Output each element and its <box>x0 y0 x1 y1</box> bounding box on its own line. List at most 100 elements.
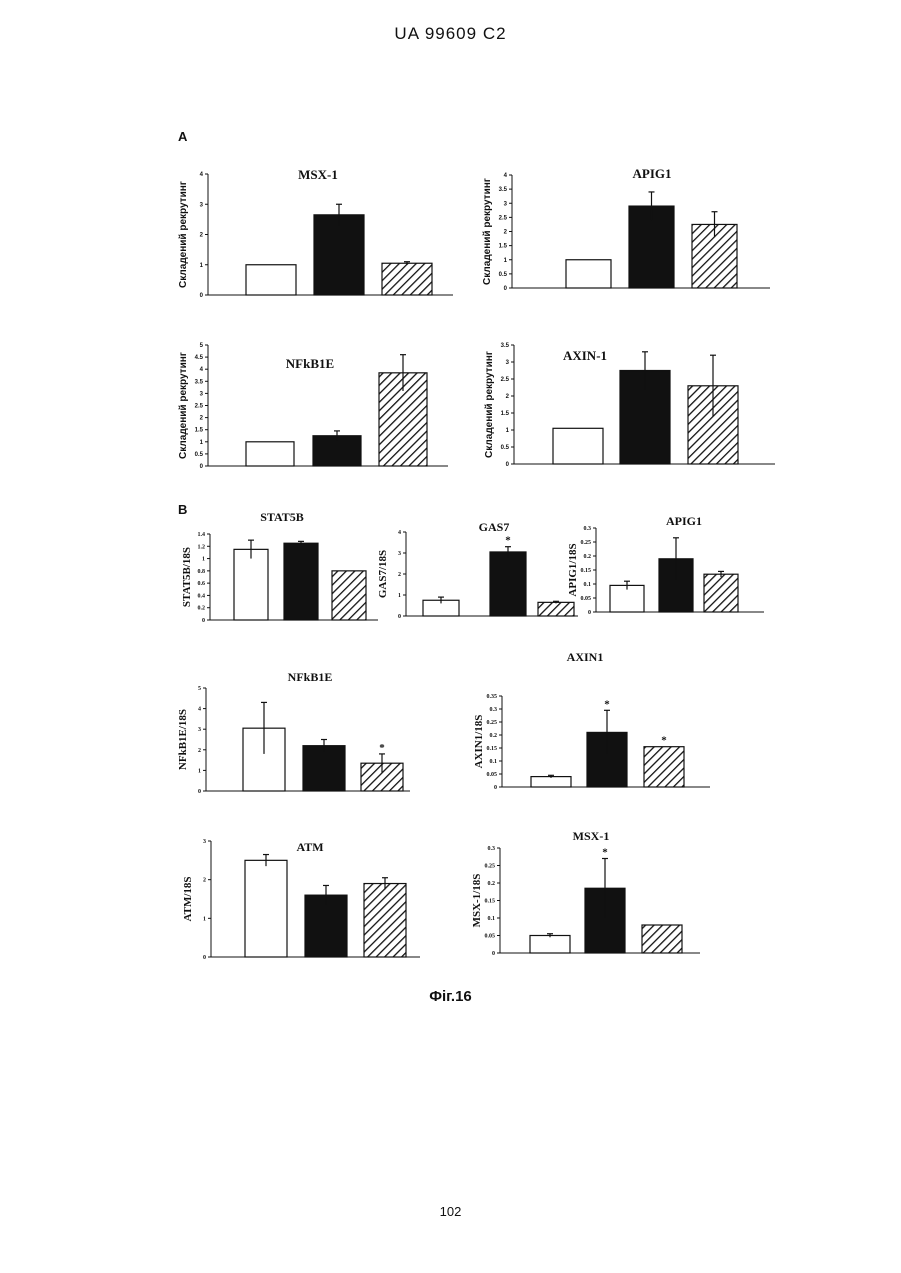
bar-hatched <box>382 263 432 295</box>
bar-open <box>566 260 611 288</box>
bar-hatched <box>364 884 406 957</box>
bar-open <box>234 549 268 620</box>
chart-title: NFkB1E <box>288 670 333 684</box>
bar-open <box>531 777 571 787</box>
y-tick-label: 0.25 <box>485 864 496 870</box>
y-tick-label: 3.5 <box>501 343 510 349</box>
y-tick-label: 2 <box>198 748 201 754</box>
y-tick-label: 3 <box>200 391 204 397</box>
chart-0: 0 1 2 3 4 MSX-1 Складений рекрутинг <box>178 167 453 299</box>
figure-caption: Фіг.16 <box>0 988 901 1005</box>
y-tick-label: 0 <box>504 286 508 292</box>
y-axis-label: Складений рекрутинг <box>178 352 189 459</box>
y-tick-label: 1.5 <box>195 428 204 434</box>
y-tick-label: 0.4 <box>198 593 206 599</box>
y-tick-label: 2 <box>203 878 206 884</box>
y-tick-label: 0.1 <box>488 916 496 922</box>
chart-1: 00.511.522.533.54APIG1Складений рекрутин… <box>482 166 770 292</box>
y-tick-label: 4 <box>200 172 204 178</box>
bar-open <box>530 936 570 954</box>
y-tick-label: 4 <box>398 530 401 536</box>
y-tick-label: 0 <box>588 610 591 616</box>
y-axis-label: STAT5B/18S <box>181 547 193 607</box>
chart-title: AXIN-1 <box>563 348 607 363</box>
y-tick-label: 1 <box>198 768 201 774</box>
y-tick-label: 0 <box>506 462 510 468</box>
y-axis-label: Складений рекрутинг <box>178 181 189 288</box>
chart-8: 00.050.10.150.20.250.30.35AXIN1AXIN1/18S… <box>473 650 710 791</box>
y-axis-label: AXIN1/18S <box>473 715 485 769</box>
chart-3: 00.511.522.533.5AXIN-1Складений рекрутин… <box>484 343 775 468</box>
y-tick-label: 0.5 <box>501 445 510 451</box>
bar-filled <box>314 215 364 295</box>
y-tick-label: 0.3 <box>488 846 496 852</box>
y-tick-label: 0 <box>398 614 401 620</box>
y-tick-label: 0.15 <box>485 899 496 905</box>
chart-title: MSX-1 <box>298 167 338 182</box>
significance-star: * <box>661 735 667 747</box>
y-tick-label: 2.5 <box>195 404 204 410</box>
y-tick-label: 2 <box>200 233 204 239</box>
chart-title: STAT5B <box>260 510 304 524</box>
y-tick-label: 1 <box>203 916 206 922</box>
y-tick-label: 0.05 <box>485 934 496 940</box>
y-tick-label: 3 <box>504 201 508 207</box>
y-tick-label: 0 <box>200 464 204 470</box>
y-tick-label: 3 <box>198 727 201 733</box>
y-tick-label: 3 <box>398 551 401 557</box>
y-axis-label: APIG1/18S <box>567 543 579 596</box>
y-axis-label: ATM/18S <box>182 876 194 921</box>
page-number: 102 <box>0 1204 901 1219</box>
y-tick-label: 1 <box>202 557 205 563</box>
chart-title: NFkB1E <box>286 356 334 371</box>
bar-hatched <box>644 747 684 787</box>
y-tick-label: 1 <box>504 258 508 264</box>
y-tick-label: 3 <box>203 839 206 845</box>
y-tick-label: 0 <box>200 293 204 299</box>
bar-open <box>553 428 603 464</box>
chart-7: 012345NFkB1ENFkB1E/18S* <box>177 670 410 795</box>
y-tick-label: 0.05 <box>487 772 498 778</box>
y-tick-label: 1 <box>200 263 204 269</box>
y-axis-label: NFkB1E/18S <box>177 709 189 770</box>
y-tick-label: 1.2 <box>198 544 206 550</box>
y-tick-label: 0.1 <box>584 582 592 588</box>
y-tick-label: 0.15 <box>581 568 592 574</box>
y-tick-label: 0.6 <box>198 581 206 587</box>
y-tick-label: 0.3 <box>584 526 592 532</box>
chart-9: 0123ATMATM/18S <box>182 839 420 961</box>
y-tick-label: 4 <box>200 367 204 373</box>
y-axis-label: Складений рекрутинг <box>484 351 495 458</box>
y-tick-label: 0 <box>198 789 201 795</box>
y-axis-label: GAS7/18S <box>377 550 389 598</box>
bar-hatched <box>642 925 682 953</box>
y-tick-label: 3 <box>506 360 510 366</box>
bar-filled <box>490 552 526 616</box>
y-tick-label: 3 <box>200 202 204 208</box>
chart-2: 00.511.522.533.544.55NFkB1EСкладений рек… <box>178 343 448 470</box>
y-tick-label: 4 <box>504 173 508 179</box>
significance-star: * <box>604 698 610 710</box>
chart-title: MSX-1 <box>573 829 610 843</box>
y-tick-label: 0.8 <box>198 569 206 575</box>
chart-title: APIG1 <box>633 166 672 181</box>
bar-open <box>245 860 287 957</box>
y-tick-label: 0 <box>203 955 206 961</box>
bar-filled <box>284 543 318 620</box>
y-tick-label: 3.5 <box>499 187 508 193</box>
bar-hatched <box>704 574 738 612</box>
chart-title: GAS7 <box>479 520 510 534</box>
chart-6: 00.050.10.150.20.250.3APIG1APIG1/18S <box>567 514 764 616</box>
y-tick-label: 0 <box>492 951 495 957</box>
significance-star: * <box>379 742 385 754</box>
y-tick-label: 0.25 <box>581 540 592 546</box>
chart-10: 00.050.10.150.20.250.3MSX-1MSX-1/18S* <box>471 829 700 957</box>
y-tick-label: 2 <box>506 394 510 400</box>
chart-title: AXIN1 <box>567 650 604 664</box>
bar-open <box>246 442 294 466</box>
y-tick-label: 0.1 <box>490 759 498 765</box>
y-tick-label: 0.35 <box>487 694 498 700</box>
y-tick-label: 5 <box>198 686 201 692</box>
bar-open <box>246 265 296 295</box>
